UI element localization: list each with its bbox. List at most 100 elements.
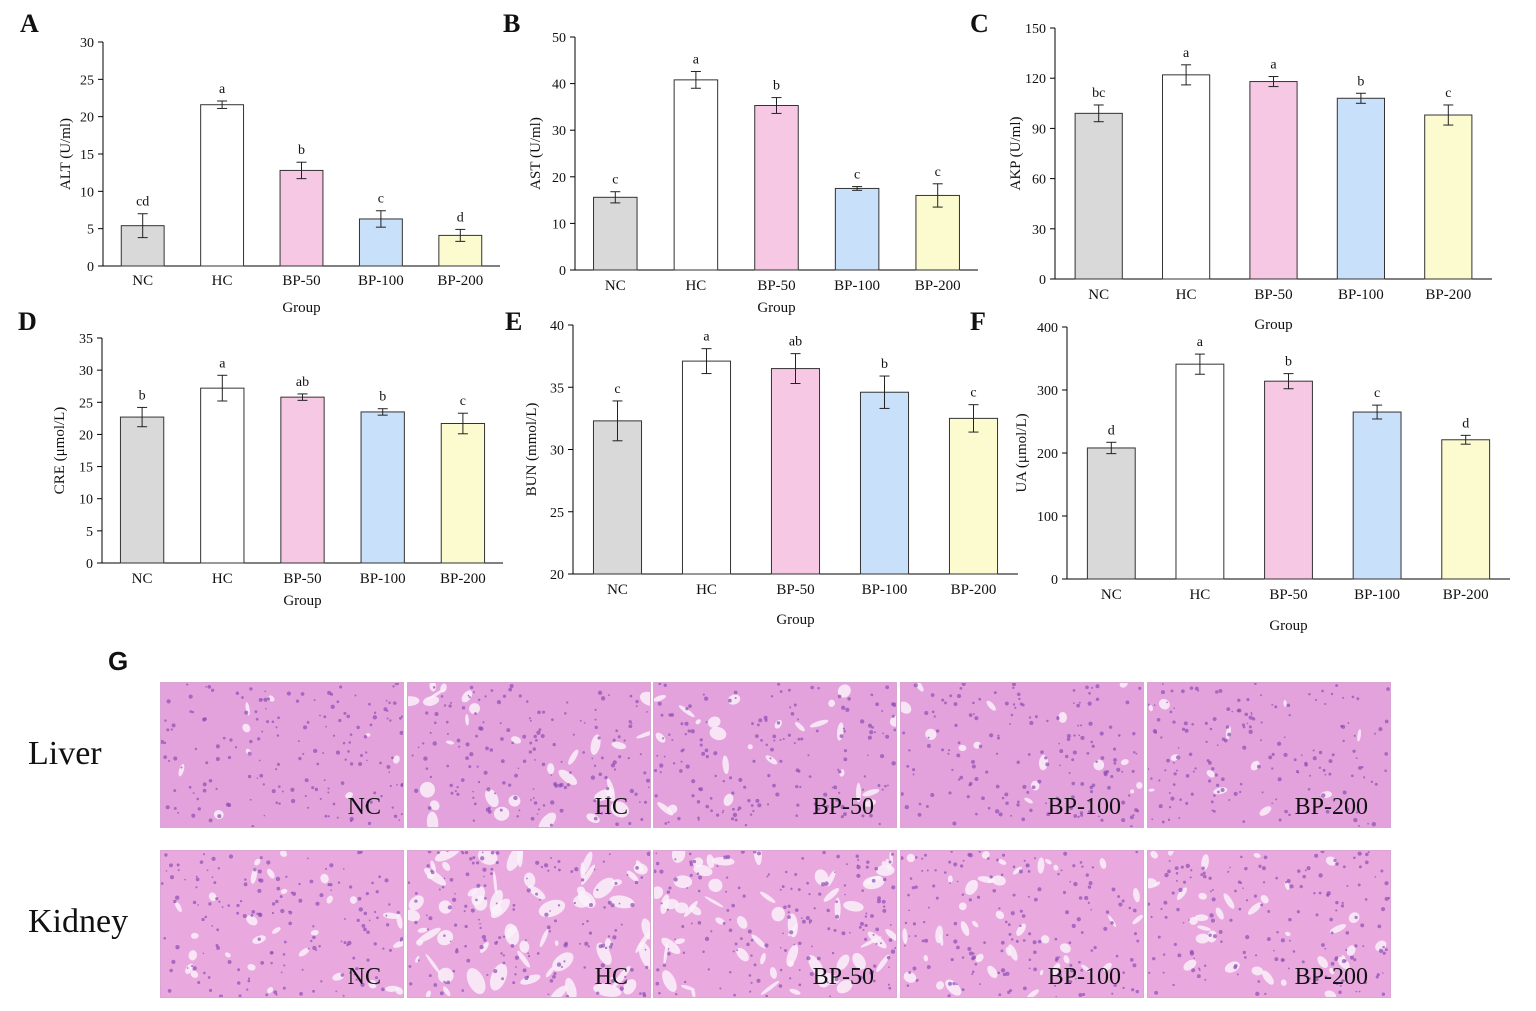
significance-label: d [457, 210, 464, 225]
tissue-nucleus [783, 905, 787, 909]
tissue-lumen [736, 947, 749, 962]
tissue-nucleus [776, 721, 781, 725]
tissue-background [1148, 683, 1390, 827]
tissue-nucleus [752, 759, 756, 763]
bar-bp-50 [279, 169, 324, 267]
tissue-nucleus [1384, 881, 1389, 886]
tissue-nucleus [922, 920, 926, 924]
tissue-lumen [674, 938, 686, 945]
tissue-nucleus [870, 693, 874, 697]
tissue-nucleus [1367, 822, 1369, 825]
tissue-nucleus [1113, 983, 1117, 987]
tissue-nucleus [908, 909, 911, 912]
tissue-nucleus [978, 851, 981, 853]
tissue-nucleus [959, 864, 964, 868]
tissue-nucleus [842, 727, 845, 730]
tissue-nucleus [432, 741, 437, 746]
x-tick-label: NC [607, 582, 628, 598]
tissue-nucleus [697, 818, 700, 821]
tissue-nucleus [163, 755, 167, 759]
tissue-nucleus [1213, 794, 1216, 797]
tissue-lumen [1324, 990, 1337, 997]
tissue-nucleus [512, 903, 516, 907]
tissue-nucleus [208, 778, 213, 783]
tissue-nucleus [879, 942, 882, 945]
tissue-lumen [490, 905, 503, 916]
tissue-nucleus [1129, 825, 1133, 827]
tissue-lumen [519, 940, 530, 954]
tissue-lumen [751, 934, 767, 949]
tissue-nucleus [1229, 918, 1233, 922]
tissue-nucleus [921, 869, 924, 872]
tissue-lumen [242, 723, 251, 733]
tissue-nucleus [210, 688, 215, 692]
tissue-nucleus [976, 895, 981, 899]
tissue-nucleus [1321, 689, 1324, 693]
tissue-nucleus [1007, 990, 1011, 994]
tissue-nucleus [360, 754, 363, 757]
tissue-nucleus [1365, 852, 1369, 857]
tissue-nucleus [1380, 869, 1384, 873]
tissue-nucleus [1018, 697, 1021, 701]
tissue-nucleus [699, 743, 703, 747]
tissue-nucleus [875, 702, 879, 707]
tissue-nucleus [767, 773, 771, 778]
tissue-nucleus [1164, 872, 1169, 878]
tissue-lumen [987, 965, 998, 979]
tissue-nucleus [1364, 860, 1369, 865]
tissue-nucleus [479, 922, 481, 925]
tissue-nucleus [1033, 950, 1037, 955]
tissue-nucleus [1172, 720, 1176, 724]
tissue-nucleus [858, 925, 862, 929]
tissue-nucleus [476, 883, 481, 888]
tissue-nucleus [785, 870, 788, 874]
tissue-nucleus [280, 908, 285, 914]
tissue-nucleus [1077, 724, 1080, 727]
tissue-nucleus [1170, 689, 1174, 693]
tissue-nucleus [1286, 878, 1291, 883]
tissue-lumen [528, 885, 546, 900]
tissue-lumen [876, 954, 890, 972]
tissue-nucleus [588, 931, 593, 935]
tissue-nucleus [1135, 989, 1139, 994]
tissue-nucleus [629, 694, 633, 698]
tissue-nucleus [583, 722, 586, 724]
tissue-nucleus [557, 904, 561, 907]
tissue-nucleus [747, 798, 751, 803]
tissue-nucleus [169, 875, 175, 880]
tissue-nucleus [995, 752, 999, 755]
tissue-nucleus [438, 888, 441, 891]
tissue-nucleus [1110, 774, 1114, 779]
tissue-nucleus [1237, 698, 1241, 702]
tissue-nucleus [1273, 949, 1275, 952]
tissue-nucleus [298, 898, 303, 903]
tissue-nucleus [1202, 871, 1206, 875]
tissue-nucleus [1306, 866, 1311, 871]
tissue-nucleus [978, 744, 983, 749]
tissue-nucleus [931, 710, 935, 714]
tissue-nucleus [1221, 777, 1225, 782]
tissue-nucleus [389, 784, 392, 788]
tissue-nucleus [781, 885, 785, 889]
tissue-nucleus [596, 810, 599, 812]
tissue-nucleus [213, 881, 217, 885]
tissue-nucleus [327, 787, 330, 790]
x-tick-label: HC [685, 278, 706, 294]
tissue-nucleus [864, 915, 868, 918]
tissue-nucleus [339, 685, 343, 689]
tissue-nucleus [908, 749, 911, 752]
tissue-nucleus [427, 851, 432, 854]
tissue-nucleus [196, 797, 200, 801]
tissue-nucleus [1320, 851, 1325, 854]
tissue-nucleus [1340, 904, 1345, 908]
tissue-nucleus [1229, 866, 1231, 869]
tissue-nucleus [972, 701, 975, 705]
tissue-nucleus [215, 744, 220, 749]
tissue-lumen [538, 812, 557, 827]
tissue-nucleus [1086, 751, 1090, 755]
tissue-lumen [208, 892, 217, 902]
tissue-nucleus [847, 697, 851, 701]
tissue-nucleus [417, 959, 420, 962]
tissue-nucleus [204, 915, 208, 919]
